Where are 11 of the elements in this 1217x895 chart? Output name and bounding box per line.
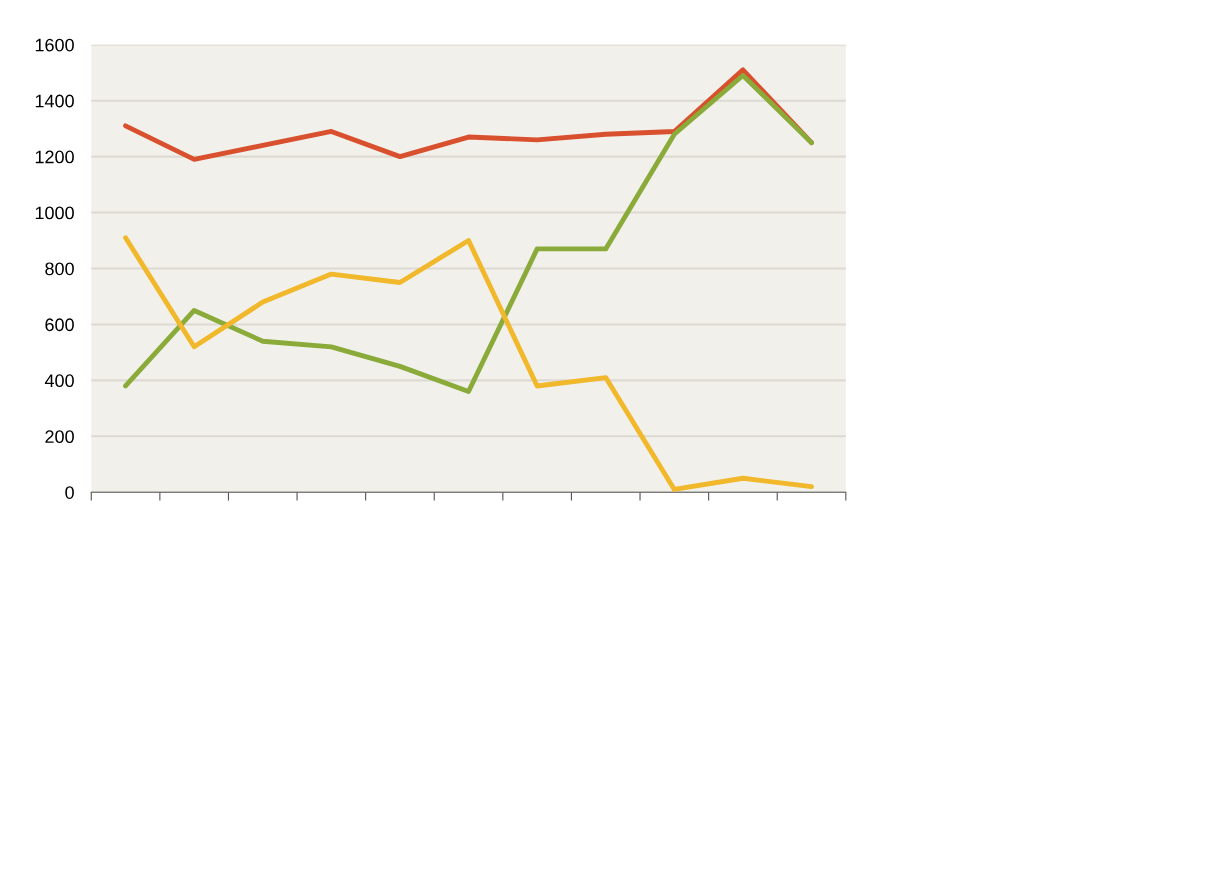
y-tick-label: 600 bbox=[45, 318, 74, 332]
y-tick-label: 800 bbox=[45, 262, 74, 276]
y-tick-label: 1600 bbox=[35, 38, 74, 52]
y-tick-label: 400 bbox=[44, 374, 74, 388]
line-series bbox=[123, 73, 814, 394]
y-tick-label: 1200 bbox=[35, 150, 74, 164]
y-tick-label: 0 bbox=[65, 486, 74, 499]
y-tick-label: 1000 bbox=[35, 206, 74, 220]
y-tick-label: 200 bbox=[45, 430, 74, 444]
line-series bbox=[123, 235, 814, 492]
y-tick-label: 1400 bbox=[35, 94, 74, 108]
